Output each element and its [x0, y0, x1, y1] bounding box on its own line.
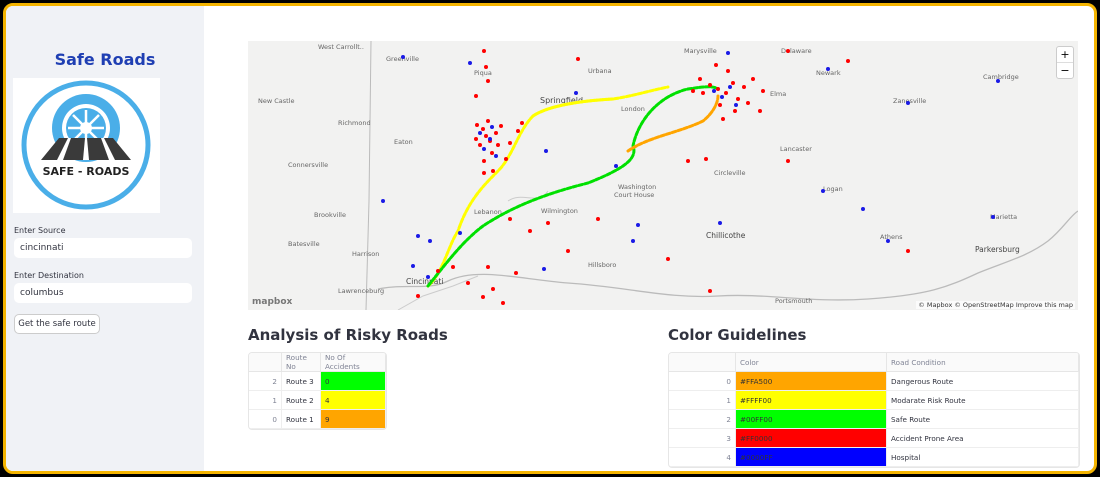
risk-row-route: Route 3: [281, 371, 321, 391]
risk-row-accidents: 9: [320, 409, 386, 429]
risk-table: Route No No Of Accidents 2 Route 3 0 1 Route…: [248, 352, 387, 430]
guide-table: Color Road Condition 0 #FFA500 Dangerous R…: [668, 352, 1080, 468]
svg-text:Urbana: Urbana: [588, 67, 612, 75]
svg-text:Hillsboro: Hillsboro: [588, 261, 616, 269]
risk-row-route: Route 2: [281, 390, 321, 410]
svg-text:Chillicothe: Chillicothe: [706, 231, 746, 240]
svg-text:Springfield: Springfield: [540, 96, 583, 105]
guide-table-row: 4 #0000FF Hospital: [669, 447, 1079, 467]
get-safe-route-button[interactable]: Get the safe route: [14, 314, 100, 334]
risk-col-index: [249, 353, 282, 372]
guide-table-row: 2 #00FF00 Safe Route: [669, 409, 1079, 429]
guide-row-index: 1: [669, 390, 736, 410]
svg-text:Greenville: Greenville: [386, 55, 419, 63]
destination-label: Enter Destination: [14, 271, 84, 280]
guide-row-condition: Accident Prone Area: [886, 428, 1079, 448]
guide-col-color: Color: [735, 353, 887, 372]
svg-text:Parkersburg: Parkersburg: [975, 245, 1020, 254]
risk-row-accidents: 0: [320, 371, 386, 391]
risk-col-accidents: No Of Accidents: [320, 353, 386, 372]
risk-row-accidents: 4: [320, 390, 386, 410]
svg-text:Cambridge: Cambridge: [983, 73, 1019, 81]
source-label: Enter Source: [14, 226, 66, 235]
route-1-line: [626, 94, 720, 153]
risk-row-index: 1: [249, 390, 282, 410]
guide-table-row: 0 #FFA500 Dangerous Route: [669, 371, 1079, 391]
svg-text:London: London: [621, 105, 645, 113]
svg-text:Newark: Newark: [816, 69, 841, 77]
guide-row-condition: Safe Route: [886, 409, 1079, 429]
guide-row-color: #FF0000: [735, 428, 887, 448]
source-input[interactable]: cincinnati: [14, 238, 192, 258]
svg-text:Lebanon: Lebanon: [474, 208, 502, 216]
risk-row-index: 2: [249, 371, 282, 391]
svg-text:Harrison: Harrison: [352, 250, 379, 258]
svg-text:Cincinnati: Cincinnati: [406, 277, 443, 286]
guide-row-condition: Hospital: [886, 447, 1079, 467]
svg-text:New Castle: New Castle: [258, 97, 295, 105]
svg-text:Elma: Elma: [770, 90, 786, 98]
route-map[interactable]: West Carrollt.. Greenville Piqua Urbana …: [248, 41, 1078, 310]
guide-title: Color Guidelines: [668, 326, 807, 344]
guide-row-color: #FFA500: [735, 371, 887, 391]
risk-row-index: 0: [249, 409, 282, 429]
svg-text:Logan: Logan: [823, 185, 843, 193]
map-attribution[interactable]: © Mapbox © OpenStreetMap Improve this ma…: [916, 301, 1075, 309]
risk-row-route: Route 1: [281, 409, 321, 429]
svg-text:Eaton: Eaton: [394, 138, 413, 146]
svg-text:Washington: Washington: [618, 183, 656, 191]
destination-input[interactable]: columbus: [14, 283, 192, 303]
accident-points: [416, 49, 910, 305]
svg-text:Piqua: Piqua: [474, 69, 492, 77]
guide-col-index: [669, 353, 736, 372]
guide-row-color: #0000FF: [735, 447, 887, 467]
safe-roads-logo: SAFE - ROADS: [13, 78, 160, 213]
zoom-out-button[interactable]: −: [1060, 64, 1070, 77]
svg-text:Athens: Athens: [880, 233, 903, 241]
svg-text:Wilmington: Wilmington: [541, 207, 578, 215]
guide-row-index: 2: [669, 409, 736, 429]
svg-text:Richmond: Richmond: [338, 119, 371, 127]
hospital-points: [381, 51, 1000, 279]
svg-text:Circleville: Circleville: [714, 169, 746, 177]
svg-text:West Carrollt..: West Carrollt..: [318, 43, 364, 51]
map-place-labels: West Carrollt.. Greenville Piqua Urbana …: [258, 43, 1020, 305]
route-lines: [426, 85, 720, 288]
sidebar: Safe Roads SAFE - ROADS: [6, 6, 204, 471]
guide-row-index: 0: [669, 371, 736, 391]
guide-row-color: #00FF00: [735, 409, 887, 429]
guide-table-row: 1 #FFFF00 Modarate Risk Route: [669, 390, 1079, 410]
guide-col-condition: Road Condition: [886, 353, 1079, 372]
risk-col-route: Route No: [281, 353, 321, 372]
guide-row-index: 4: [669, 447, 736, 467]
svg-text:Lawrenceburg: Lawrenceburg: [338, 287, 384, 295]
svg-text:Delaware: Delaware: [781, 47, 812, 55]
mapbox-logo[interactable]: mapbox: [252, 297, 293, 307]
svg-text:Zanesville: Zanesville: [893, 97, 926, 105]
route-3-line: [426, 85, 720, 288]
route-2-line-segment: [531, 85, 670, 118]
svg-text:Connersville: Connersville: [288, 161, 328, 169]
zoom-control: + −: [1056, 46, 1074, 79]
guide-row-color: #FFFF00: [735, 390, 887, 410]
zoom-in-button[interactable]: +: [1057, 47, 1073, 63]
logo-text: SAFE - ROADS: [43, 165, 130, 178]
guide-table-row: 3 #FF0000 Accident Prone Area: [669, 428, 1079, 448]
guide-row-index: 3: [669, 428, 736, 448]
svg-text:Brookville: Brookville: [314, 211, 346, 219]
svg-text:Portsmouth: Portsmouth: [775, 297, 812, 305]
svg-text:Lancaster: Lancaster: [780, 145, 812, 153]
risk-title: Analysis of Risky Roads: [248, 326, 448, 344]
svg-text:Court House: Court House: [614, 191, 654, 199]
guide-row-condition: Modarate Risk Route: [886, 390, 1079, 410]
app-frame: Safe Roads SAFE - ROADS: [3, 3, 1097, 474]
guide-row-condition: Dangerous Route: [886, 371, 1079, 391]
svg-text:Marysville: Marysville: [684, 47, 717, 55]
svg-text:Marietta: Marietta: [990, 213, 1017, 221]
svg-text:Batesville: Batesville: [288, 240, 320, 248]
app-title: Safe Roads: [54, 50, 156, 69]
